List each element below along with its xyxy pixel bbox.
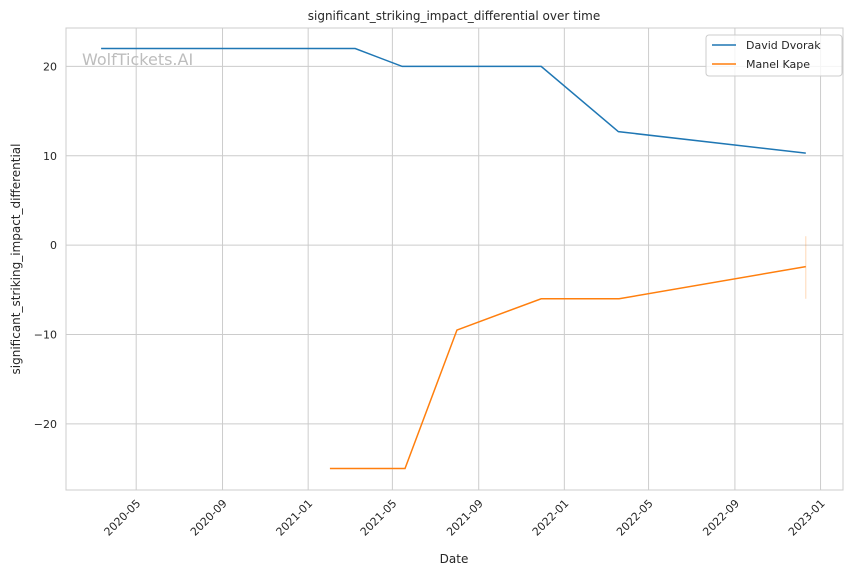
grid [66,28,843,490]
legend-label-manel-kape: Manel Kape [746,58,810,71]
x-tick-label: 2022-05 [614,497,656,539]
x-tick-label: 2022-09 [700,497,742,539]
x-tick-label: 2021-05 [358,497,400,539]
y-tick-label: −10 [34,329,57,342]
watermark: WolfTickets.AI [82,50,193,69]
x-tick-label: 2021-09 [444,497,486,539]
x-tick-label: 2020-05 [102,497,144,539]
y-tick-label: 10 [43,150,57,163]
y-tick-label: 20 [43,60,57,73]
series-layer [101,49,806,469]
x-tick-label: 2023-01 [786,497,828,539]
y-axis-label: significant_striking_impact_differential [9,144,23,375]
series-line-david-dvorak [101,49,806,154]
x-axis-label: Date [440,552,469,566]
x-tick-label: 2020-09 [188,497,230,539]
tick-labels: 2020-05 2020-09 2021-01 2021-05 2021-09 2022-… [34,60,828,538]
legend-label-david-dvorak: David Dvorak [746,39,821,52]
chart-title: significant_striking_impact_differential… [308,9,600,23]
x-tick-label: 2022-01 [530,497,572,539]
x-tick-label: 2021-01 [274,497,316,539]
legend: David Dvorak Manel Kape [706,35,842,76]
y-tick-label: −20 [34,418,57,431]
plot-frame [66,28,843,490]
y-tick-label: 0 [50,239,57,252]
